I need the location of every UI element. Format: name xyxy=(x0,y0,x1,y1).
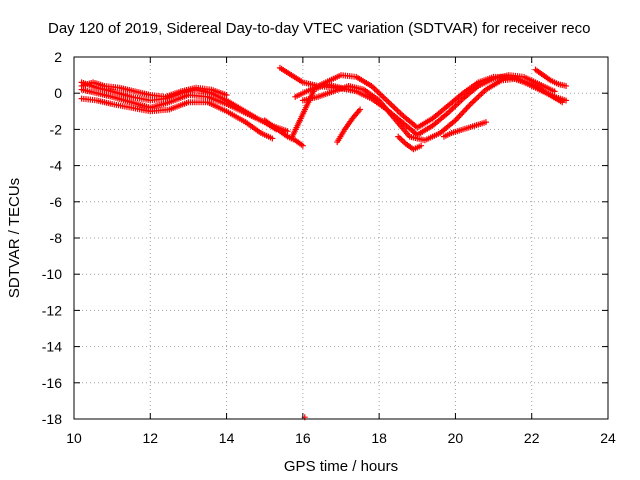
x-tick-label: 16 xyxy=(295,430,311,446)
x-tick-label: 12 xyxy=(142,430,158,446)
series-track-11 xyxy=(395,133,425,153)
y-tick-label: -10 xyxy=(42,266,62,282)
y-tick-label: 2 xyxy=(54,49,62,65)
data-point-marker xyxy=(563,82,570,89)
y-tick-label: -8 xyxy=(50,230,63,246)
x-tick-label: 18 xyxy=(371,430,387,446)
grid-lines xyxy=(74,57,608,419)
y-tick-label: -12 xyxy=(42,302,62,318)
series-track-8 xyxy=(276,64,352,93)
data-point-marker xyxy=(418,142,425,149)
y-tick-label: 0 xyxy=(54,85,62,101)
series-track-13 xyxy=(532,66,570,89)
data-point-marker xyxy=(357,106,364,113)
series-track-10 xyxy=(334,106,364,146)
data-point-marker xyxy=(563,97,570,104)
series-track-9 xyxy=(261,117,306,149)
x-tick-label: 20 xyxy=(448,430,464,446)
data-point-marker xyxy=(223,92,230,99)
data-point-marker xyxy=(345,86,352,93)
series-track-4 xyxy=(78,79,230,100)
x-tick-label: 24 xyxy=(600,430,616,446)
y-tick-label: -4 xyxy=(50,158,63,174)
chart-title: Day 120 of 2019, Sidereal Day-to-day VTE… xyxy=(48,20,590,37)
x-tick-label: 22 xyxy=(524,430,540,446)
y-tick-label: -6 xyxy=(50,194,63,210)
data-point-marker xyxy=(299,142,306,149)
x-axis-title: GPS time / hours xyxy=(284,458,398,475)
x-tick-label: 14 xyxy=(219,430,235,446)
data-point-marker xyxy=(559,99,566,106)
data-point-marker xyxy=(284,128,291,135)
y-tick-label: -2 xyxy=(50,121,63,137)
data-point-marker xyxy=(482,119,489,126)
series-track-12 xyxy=(440,119,489,140)
y-tick-label: -14 xyxy=(42,339,62,355)
axis-ticks: 10 12 14 16 18 20 22 2420-2-4-6-8-10-12-14-16-1… xyxy=(42,49,616,446)
series-track-3 xyxy=(78,95,276,142)
data-point-marker xyxy=(551,88,558,95)
y-axis-title: SDTVAR / TECUs xyxy=(6,178,23,298)
data-point-marker xyxy=(269,135,276,142)
data-marks xyxy=(78,64,570,421)
y-tick-label: -16 xyxy=(42,375,62,391)
y-tick-label: -18 xyxy=(42,411,62,427)
x-tick-label: 10 xyxy=(66,430,82,446)
